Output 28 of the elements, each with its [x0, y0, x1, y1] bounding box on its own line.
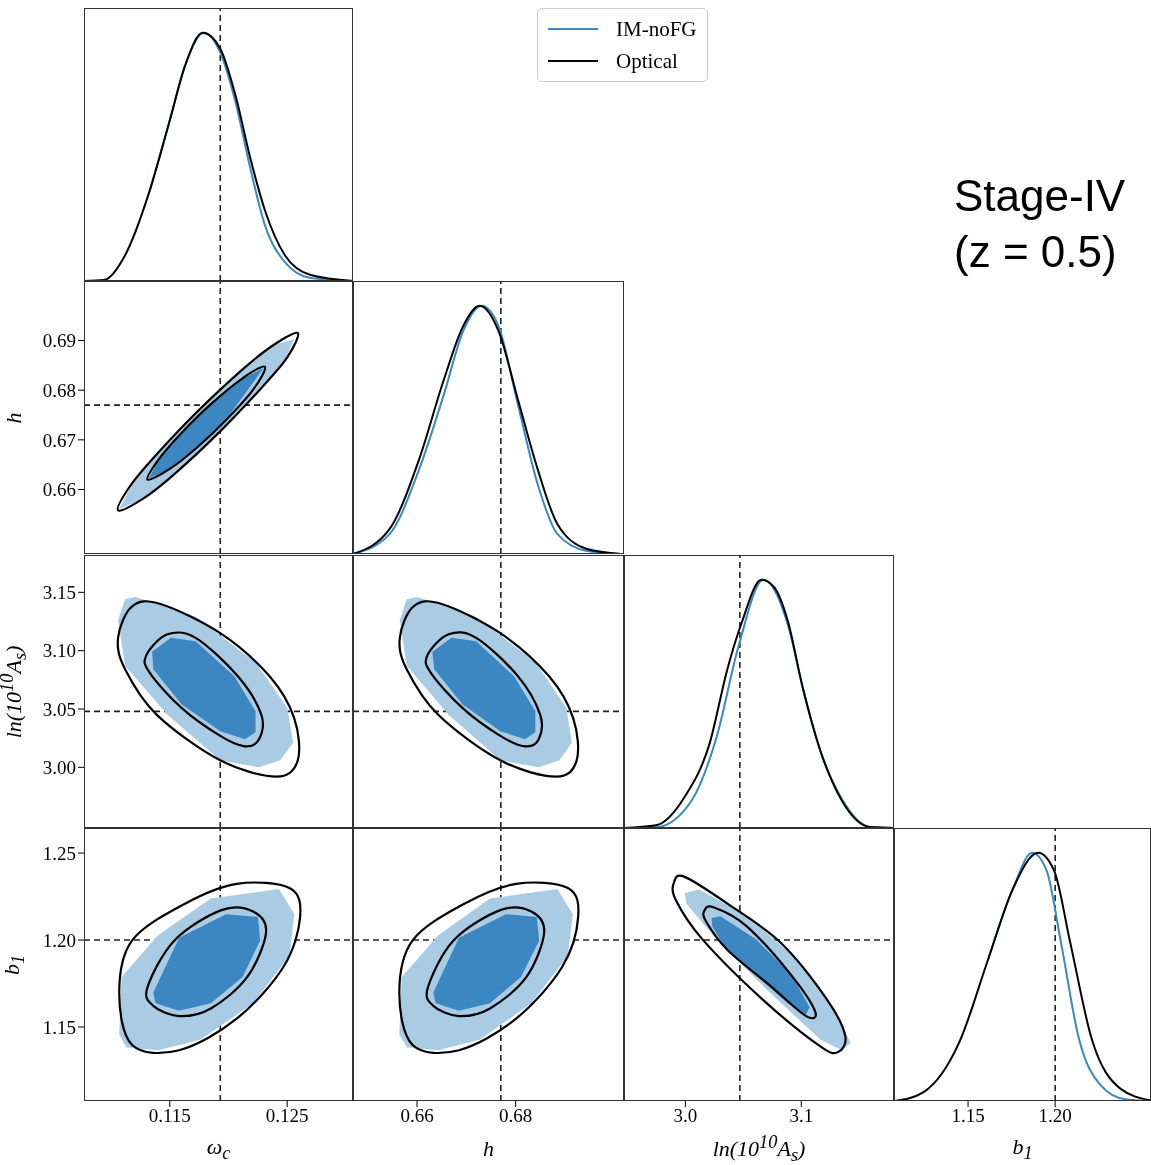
x-tick-label: 3.1: [789, 1105, 814, 1127]
x-tick-label: 0.66: [400, 1105, 434, 1127]
y-tick-label: 1.25: [42, 842, 76, 864]
y-tick-label: 3.15: [42, 582, 76, 604]
text: Stage-IV: [954, 170, 1126, 222]
x-tick-label: 0.68: [498, 1105, 533, 1127]
x-tick-label: 0.115: [148, 1105, 191, 1127]
legend-label: Optical: [616, 48, 678, 74]
y-tick-label: 1.20: [42, 929, 76, 951]
x-axis-title: b$_{1}$: [1012, 1133, 1033, 1165]
x-axis-title: h: [483, 1136, 494, 1162]
x-tick-label: 0.125: [265, 1105, 309, 1127]
x-axis-title: ln(10$^{10}$A$_{s}$): [712, 1131, 806, 1165]
x-tick-label: 3.0: [673, 1105, 698, 1127]
text: (z = 0.5): [954, 226, 1118, 278]
y-tick-label: 0.66: [42, 479, 76, 501]
y-tick-label: 0.69: [42, 330, 76, 352]
y-tick-label: 3.00: [42, 757, 76, 779]
y-tick-label: 3.10: [42, 640, 76, 662]
legend-label: IM-noFG: [616, 16, 697, 42]
x-tick-label: 1.20: [1038, 1105, 1072, 1127]
y-tick-label: 3.05: [42, 698, 76, 720]
y-tick-label: 0.68: [42, 379, 76, 401]
y-tick-label: 1.15: [42, 1016, 76, 1038]
y-tick-label: 0.67: [42, 429, 76, 451]
x-tick-label: 1.15: [951, 1105, 985, 1127]
y-axis-title: h: [1, 412, 27, 423]
x-axis-title: ω$_{c}$: [206, 1133, 231, 1165]
